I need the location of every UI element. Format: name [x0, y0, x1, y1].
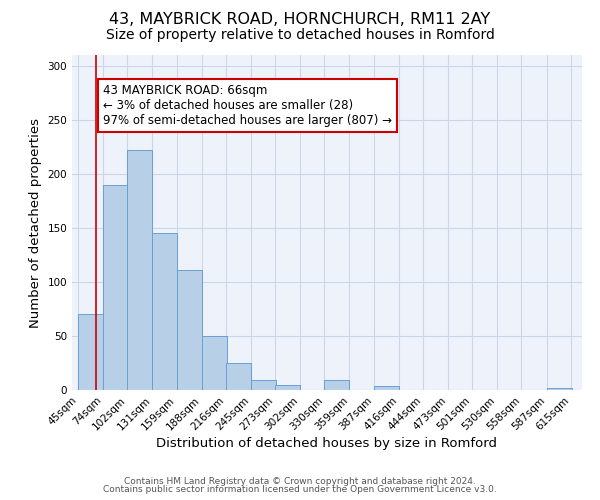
Bar: [251, 380, 276, 390]
Bar: [176, 270, 202, 390]
Bar: [547, 388, 572, 390]
Bar: [226, 363, 251, 390]
Bar: [127, 150, 152, 390]
Text: 43, MAYBRICK ROAD, HORNCHURCH, RM11 2AY: 43, MAYBRICK ROAD, HORNCHURCH, RM11 2AY: [109, 12, 491, 28]
Bar: [275, 384, 300, 390]
Bar: [374, 386, 399, 390]
Y-axis label: Number of detached properties: Number of detached properties: [29, 118, 42, 328]
Text: Contains HM Land Registry data © Crown copyright and database right 2024.: Contains HM Land Registry data © Crown c…: [124, 477, 476, 486]
Bar: [78, 314, 103, 390]
Text: Contains public sector information licensed under the Open Government Licence v3: Contains public sector information licen…: [103, 485, 497, 494]
Bar: [103, 184, 128, 390]
Bar: [325, 380, 349, 390]
Bar: [152, 234, 178, 390]
X-axis label: Distribution of detached houses by size in Romford: Distribution of detached houses by size …: [157, 438, 497, 450]
Text: Size of property relative to detached houses in Romford: Size of property relative to detached ho…: [106, 28, 494, 42]
Text: 43 MAYBRICK ROAD: 66sqm
← 3% of detached houses are smaller (28)
97% of semi-det: 43 MAYBRICK ROAD: 66sqm ← 3% of detached…: [103, 84, 392, 127]
Bar: [202, 336, 227, 390]
